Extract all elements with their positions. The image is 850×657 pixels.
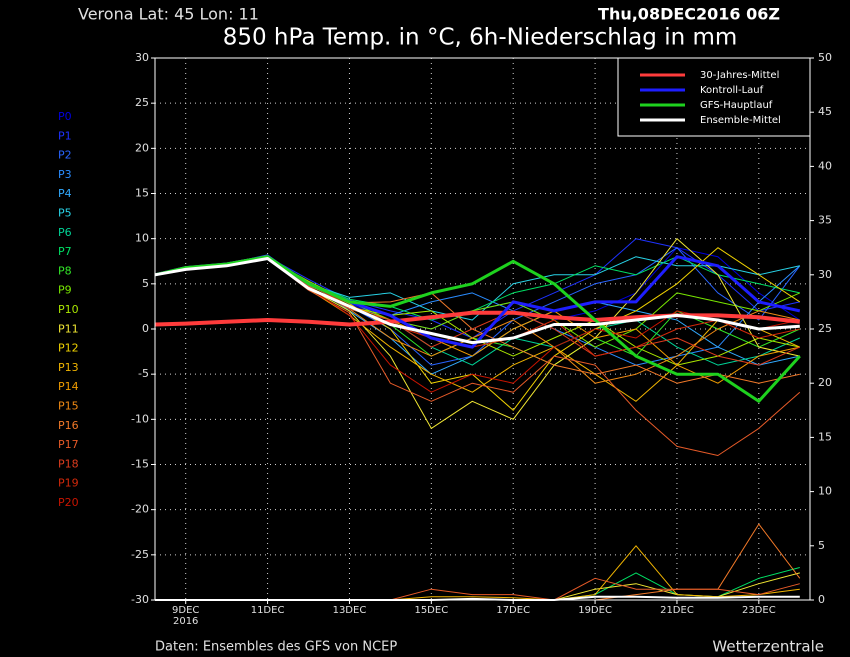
y-tick-label: -30 (131, 593, 149, 606)
chart-title: 850 hPa Temp. in °C, 6h-Niederschlag in … (223, 25, 738, 51)
member-label: P8 (58, 264, 72, 277)
member-label: P18 (58, 457, 79, 470)
legend-label: GFS-Hauptlauf (700, 100, 773, 111)
y2-tick-label: 0 (818, 593, 825, 606)
y-tick-label: 0 (142, 322, 149, 335)
y2-tick-label: 5 (818, 539, 825, 552)
y2-tick-label: 45 (818, 105, 832, 118)
y-tick-label: 10 (135, 232, 149, 245)
x-tick-label: 17DEC (496, 605, 530, 616)
y-tick-label: -15 (131, 458, 149, 471)
y-tick-label: -25 (131, 548, 149, 561)
y-tick-label: 5 (142, 277, 149, 290)
y-tick-label: 20 (135, 141, 149, 154)
member-label: P0 (58, 110, 72, 123)
member-label: P15 (58, 400, 79, 413)
y-tick-label: 15 (135, 187, 149, 200)
temp-line (154, 257, 800, 345)
y2-tick-label: 20 (818, 376, 832, 389)
source: Daten: Ensembles des GFS von NCEP (155, 640, 397, 655)
member-label: P4 (58, 187, 72, 200)
member-label: P2 (58, 149, 72, 162)
y2-tick-label: 50 (818, 51, 832, 64)
member-label: P11 (58, 322, 79, 335)
member-label: P12 (58, 342, 79, 355)
member-label: P1 (58, 129, 72, 142)
x-tick-label: 11DEC (251, 605, 285, 616)
x-tick-label: 19DEC (578, 605, 612, 616)
y-tick-label: 25 (135, 96, 149, 109)
member-label: P5 (58, 207, 72, 220)
y2-tick-label: 10 (818, 485, 832, 498)
member-label: P16 (58, 419, 79, 432)
member-label: P19 (58, 477, 79, 490)
legend-label: Kontroll-Lauf (700, 85, 764, 96)
member-label: P14 (58, 380, 79, 393)
y2-tick-label: 40 (818, 159, 832, 172)
x-tick-label: 9DEC (172, 605, 199, 616)
member-label: P3 (58, 168, 72, 181)
year-label: 2016 (173, 616, 198, 627)
y-tick-label: -20 (131, 503, 149, 516)
x-tick-label: 13DEC (333, 605, 367, 616)
brand: Wetterzentrale (712, 638, 824, 656)
y2-tick-label: 15 (818, 430, 832, 443)
member-label: P20 (58, 496, 79, 509)
y-tick-label: -10 (131, 412, 149, 425)
y-tick-label: -5 (138, 367, 149, 380)
temp-line (154, 255, 801, 403)
run-time: Thu,08DEC2016 06Z (598, 5, 780, 24)
legend-label: 30-Jahres-Mittel (700, 70, 779, 81)
x-tick-label: 21DEC (660, 605, 694, 616)
y2-tick-label: 30 (818, 268, 832, 281)
member-label: P13 (58, 361, 79, 374)
member-label: P17 (58, 438, 79, 451)
temp-line (154, 310, 801, 327)
legend-label: Ensemble-Mittel (700, 115, 781, 126)
plot-frame (154, 57, 811, 601)
member-label: P7 (58, 245, 72, 258)
legend-box (617, 57, 811, 137)
location: Verona Lat: 45 Lon: 11 (78, 5, 259, 24)
y-tick-label: 30 (135, 51, 149, 64)
member-label: P6 (58, 226, 72, 239)
y2-tick-label: 25 (818, 322, 832, 335)
member-label: P9 (58, 284, 72, 297)
x-tick-label: 15DEC (414, 605, 448, 616)
y2-tick-label: 35 (818, 214, 832, 227)
member-label: P10 (58, 303, 79, 316)
x-tick-label: 23DEC (742, 605, 776, 616)
